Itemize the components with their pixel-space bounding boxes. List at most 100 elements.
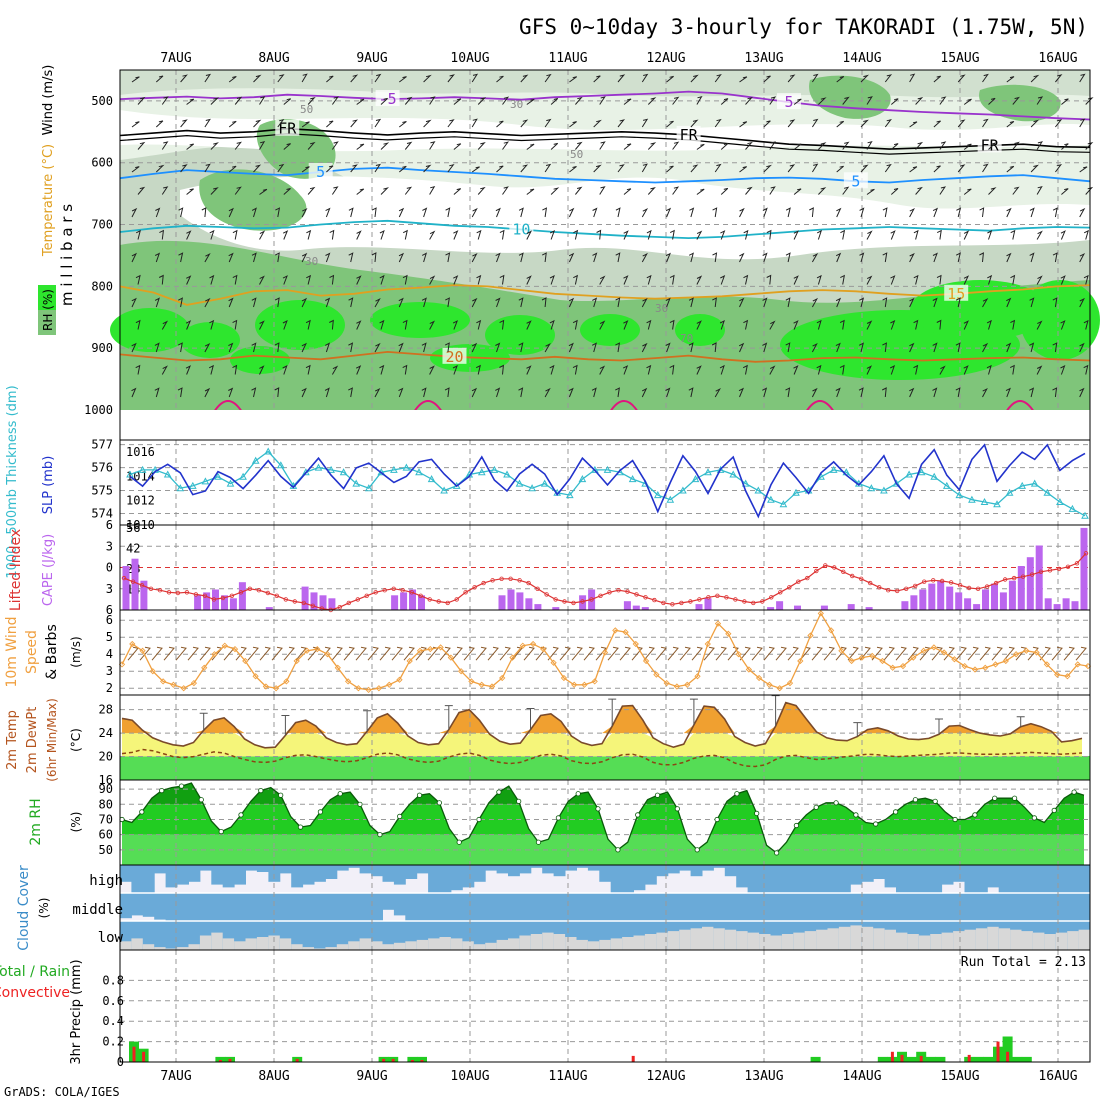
cloud-low-bar: [439, 937, 452, 951]
wind-barb: [858, 342, 864, 353]
rh-point: [892, 809, 899, 815]
wind-barb: [234, 141, 242, 150]
cloud-low-base: [371, 921, 383, 950]
cape-bar: [319, 595, 327, 610]
cloud-low-bar: [747, 932, 760, 950]
wind-barb: [495, 297, 501, 308]
lifted-index-point: [661, 600, 666, 606]
wind-barb: [520, 74, 529, 83]
rh-point: [734, 791, 740, 797]
wind-barb: [882, 252, 888, 263]
thickness-point: [905, 470, 913, 478]
wind-barb: [444, 342, 450, 353]
cloud-low-base: [393, 921, 406, 950]
wind-barb: [568, 342, 574, 353]
cloud-low-base: [610, 921, 623, 950]
wind-barb: [739, 646, 751, 661]
wind-barb: [679, 646, 691, 661]
wind-barb: [131, 207, 138, 218]
wind-barb: [271, 646, 283, 661]
wind-speed-point: [755, 674, 763, 682]
wind-barb: [331, 141, 339, 150]
wind-barb: [688, 297, 694, 308]
wind-barb: [526, 98, 535, 105]
wind-speed-point: [334, 664, 341, 671]
wind-barb: [738, 387, 744, 398]
isotherm-label-bg: [275, 119, 300, 136]
pressure-tick-label: 1000: [84, 403, 113, 417]
wind-barb: [471, 387, 478, 398]
wind-barb: [199, 646, 211, 661]
wind-barb: [622, 365, 629, 375]
cloud-middle-bar: [439, 893, 452, 921]
wind-barb: [526, 188, 535, 195]
wind-barb: [866, 320, 873, 330]
precip-frame: [119, 949, 1091, 1063]
wind-barb: [1061, 188, 1069, 195]
rh-point: [337, 791, 343, 797]
wind-barb: [1079, 118, 1086, 128]
lifted-index-point: [553, 597, 558, 602]
isotherm-label-bg: [308, 163, 333, 179]
cloud-low-bar: [508, 938, 520, 950]
wind-barb: [955, 387, 961, 398]
cloud-high-bar: [724, 865, 737, 877]
cape-bar: [1026, 557, 1034, 610]
wind-barb: [769, 320, 776, 330]
cape-bar: [534, 604, 542, 610]
lifted-index-point: [157, 588, 163, 593]
wind-barb: [259, 96, 266, 105]
cloud-middle-bar: [816, 893, 828, 921]
wind-barb: [933, 75, 942, 83]
wind-barb: [811, 118, 819, 128]
cloud-low-bar: [279, 938, 292, 950]
lifted-index-point: [742, 599, 747, 604]
lifted-index-point: [526, 580, 531, 586]
wind-barb: [247, 646, 259, 661]
rh-point: [992, 795, 998, 801]
cape-bar: [498, 595, 506, 610]
li-tick-label: 3: [106, 582, 113, 596]
rh-line: [121, 782, 1085, 854]
wind-barb: [208, 364, 214, 375]
wind-barb: [936, 229, 942, 240]
wind-barb: [568, 387, 574, 398]
x-tick-label-top: 8AUG: [258, 51, 289, 66]
lifted-index-point: [508, 576, 513, 581]
thickness-point: [402, 463, 411, 471]
wind-barb: [963, 275, 970, 285]
thickness-point: [754, 486, 763, 494]
cloud-middle-bar: [165, 893, 178, 921]
thickness-point: [415, 468, 423, 476]
wind-barb: [883, 646, 895, 661]
run-total-annotation: Run Total = 2.13: [961, 955, 1086, 970]
cloud-high-bar: [245, 865, 258, 871]
cloud-high-bar: [553, 865, 566, 877]
cloud-low-bar: [416, 939, 429, 951]
lifted-index-point: [517, 578, 522, 583]
wind-barb: [356, 188, 365, 195]
wind-barb: [131, 387, 137, 398]
wind-barb: [1052, 207, 1058, 218]
cloud-high-bar: [918, 865, 931, 893]
cloud-high-bar: [462, 865, 475, 888]
cloud-low-bar: [1032, 932, 1045, 950]
wind-barb: [646, 229, 652, 240]
wind-speed-point: [910, 654, 917, 661]
cloud-low-bar: [850, 925, 863, 950]
wind-barb: [666, 165, 674, 173]
wind-speed-point: [314, 645, 321, 653]
rh-point: [238, 812, 244, 818]
cape-bar: [221, 595, 228, 610]
x-tick-label-bottom: 7AUG: [160, 1069, 191, 1084]
wind-barb: [739, 166, 747, 173]
rh-point: [754, 810, 760, 817]
wind-barb: [573, 274, 579, 285]
cloud-high-bar: [120, 865, 132, 882]
cloud-low-bar: [827, 928, 840, 951]
wind-barb: [177, 342, 183, 353]
wind-barb: [712, 297, 717, 308]
wind-barb: [379, 230, 385, 240]
wind-barb: [599, 141, 606, 150]
